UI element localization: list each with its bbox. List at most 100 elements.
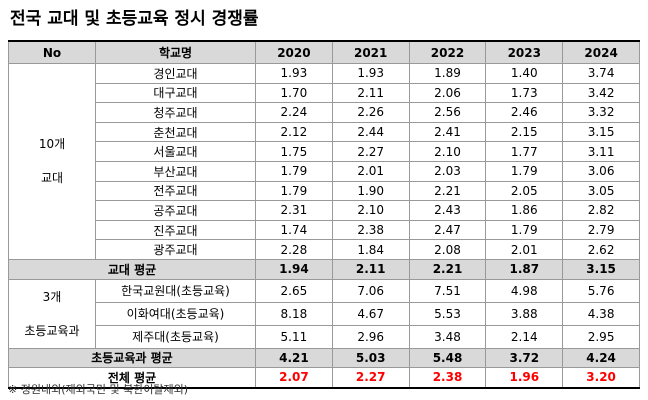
value-cell: 3.11 — [562, 141, 640, 162]
header-row: No 학교명 2020 2021 2022 2023 2024 — [8, 40, 640, 64]
value-cell: 1.89 — [408, 63, 487, 84]
data-row: 공주교대 2.31 2.10 2.43 1.86 2.82 — [9, 200, 640, 221]
value-cell: 3.05 — [562, 180, 640, 202]
value-cell: 2.21 — [408, 258, 487, 280]
value-cell: 2.27 — [331, 141, 410, 162]
school-name: 청주교대 — [95, 102, 256, 123]
value-cell: 2.27 — [331, 367, 410, 389]
school-name: 한국교원대(초등교육) — [95, 278, 256, 303]
average-row: 초등교육과 평균 4.21 5.03 5.48 3.72 4.24 — [8, 347, 640, 369]
value-cell: 3.32 — [562, 102, 640, 123]
data-row: 10개 교대 경인교대 1.93 1.93 1.89 1.40 3.74 — [8, 63, 640, 260]
value-cell: 2.06 — [408, 82, 487, 104]
data-row: 춘천교대 2.12 2.44 2.41 2.15 3.15 — [9, 121, 640, 143]
value-cell: 2.01 — [485, 239, 564, 260]
school-name: 이화여대(초등교육) — [95, 301, 256, 326]
value-cell: 3.15 — [562, 258, 640, 280]
value-cell: 2.38 — [408, 367, 487, 389]
school-name: 광주교대 — [95, 239, 256, 260]
data-row: 서울교대 1.75 2.27 2.10 1.77 3.11 — [9, 141, 640, 162]
value-cell: 5.53 — [408, 301, 487, 326]
header-cell: 2021 — [331, 40, 410, 64]
value-cell: 2.65 — [255, 278, 333, 303]
total-row: 전체 평균 2.07 2.27 2.38 1.96 3.20 — [8, 367, 640, 389]
value-cell: 3.72 — [485, 347, 564, 369]
group-label-line: 교대 — [40, 171, 64, 186]
value-cell: 2.11 — [331, 258, 410, 280]
value-cell: 3.74 — [562, 63, 640, 84]
value-cell: 5.11 — [255, 324, 333, 349]
header-cell: 2023 — [485, 40, 564, 64]
value-cell: 5.03 — [331, 347, 410, 369]
value-cell: 1.70 — [255, 82, 333, 104]
value-cell: 1.93 — [255, 63, 333, 84]
average-row: 교대 평균 1.94 2.11 2.21 1.87 3.15 — [8, 258, 640, 280]
value-cell: 2.46 — [485, 102, 564, 123]
table: No 학교명 2020 2021 2022 2023 2024 10개 교대 경인교대 1.93 1… — [8, 40, 640, 389]
value-cell: 4.98 — [485, 278, 564, 303]
value-cell: 2.26 — [331, 102, 410, 123]
value-cell: 1.79 — [255, 160, 333, 182]
total-label: 전체 평균 — [8, 367, 256, 389]
group-label-line: 3개 — [42, 289, 62, 304]
value-cell: 2.95 — [562, 324, 640, 349]
value-cell: 2.10 — [331, 200, 410, 221]
value-cell: 2.41 — [408, 121, 487, 143]
value-cell: 2.79 — [562, 219, 640, 241]
header-cell: No — [8, 40, 96, 64]
group-label-line: 초등교육과 — [24, 323, 80, 338]
value-cell: 3.88 — [485, 301, 564, 326]
value-cell: 3.06 — [562, 160, 640, 182]
value-cell: 2.03 — [408, 160, 487, 182]
value-cell: 1.84 — [331, 239, 410, 260]
value-cell: 1.74 — [255, 219, 333, 241]
value-cell: 3.20 — [562, 367, 640, 389]
school-name: 경인교대 — [95, 63, 256, 84]
value-cell: 2.44 — [331, 121, 410, 143]
average-label: 초등교육과 평균 — [8, 347, 256, 369]
value-cell: 2.14 — [485, 324, 564, 349]
value-cell: 2.12 — [255, 121, 333, 143]
table-body: 10개 교대 경인교대 1.93 1.93 1.89 1.40 3.74 대구교대 1.70 2.1… — [8, 63, 640, 389]
value-cell: 1.77 — [485, 141, 564, 162]
header-cell: 2024 — [562, 40, 640, 64]
school-name: 제주대(초등교육) — [95, 324, 256, 349]
data-row: 제주대(초등교육) 5.11 2.96 3.48 2.14 2.95 — [9, 324, 640, 349]
table-header: No 학교명 2020 2021 2022 2023 2024 — [8, 40, 640, 64]
value-cell: 4.21 — [255, 347, 333, 369]
value-cell: 1.87 — [485, 258, 564, 280]
value-cell: 3.42 — [562, 82, 640, 104]
value-cell: 1.90 — [331, 180, 410, 202]
value-cell: 1.75 — [255, 141, 333, 162]
value-cell: 8.18 — [255, 301, 333, 326]
value-cell: 2.28 — [255, 239, 333, 260]
data-row: 부산교대 1.79 2.01 2.03 1.79 3.06 — [9, 160, 640, 182]
value-cell: 4.67 — [331, 301, 410, 326]
value-cell: 2.05 — [485, 180, 564, 202]
header-cell: 학교명 — [95, 40, 256, 64]
data-row: 청주교대 2.24 2.26 2.56 2.46 3.32 — [9, 102, 640, 123]
average-label: 교대 평균 — [8, 258, 256, 280]
value-cell: 2.15 — [485, 121, 564, 143]
data-row: 이화여대(초등교육) 8.18 4.67 5.53 3.88 4.38 — [9, 301, 640, 326]
value-cell: 4.24 — [562, 347, 640, 369]
school-name: 진주교대 — [95, 219, 256, 241]
value-cell: 1.73 — [485, 82, 564, 104]
group-label-line: 10개 — [38, 137, 66, 152]
header-cell: 2020 — [255, 40, 333, 64]
title: 전국 교대 및 초등교육 정시 경쟁률 — [10, 9, 259, 29]
value-cell: 5.76 — [562, 278, 640, 303]
value-cell: 1.93 — [331, 63, 410, 84]
value-cell: 1.86 — [485, 200, 564, 221]
data-row: 전주교대 1.79 1.90 2.21 2.05 3.05 — [9, 180, 640, 202]
data-row: 3개 초등교육과 한국교원대(초등교육) 2.65 7.06 7.51 4.98 5.76 — [8, 278, 640, 349]
value-cell: 1.79 — [485, 219, 564, 241]
school-name: 서울교대 — [95, 141, 256, 162]
value-cell: 2.24 — [255, 102, 333, 123]
value-cell: 3.15 — [562, 121, 640, 143]
value-cell: 2.31 — [255, 200, 333, 221]
value-cell: 2.96 — [331, 324, 410, 349]
value-cell: 7.51 — [408, 278, 487, 303]
